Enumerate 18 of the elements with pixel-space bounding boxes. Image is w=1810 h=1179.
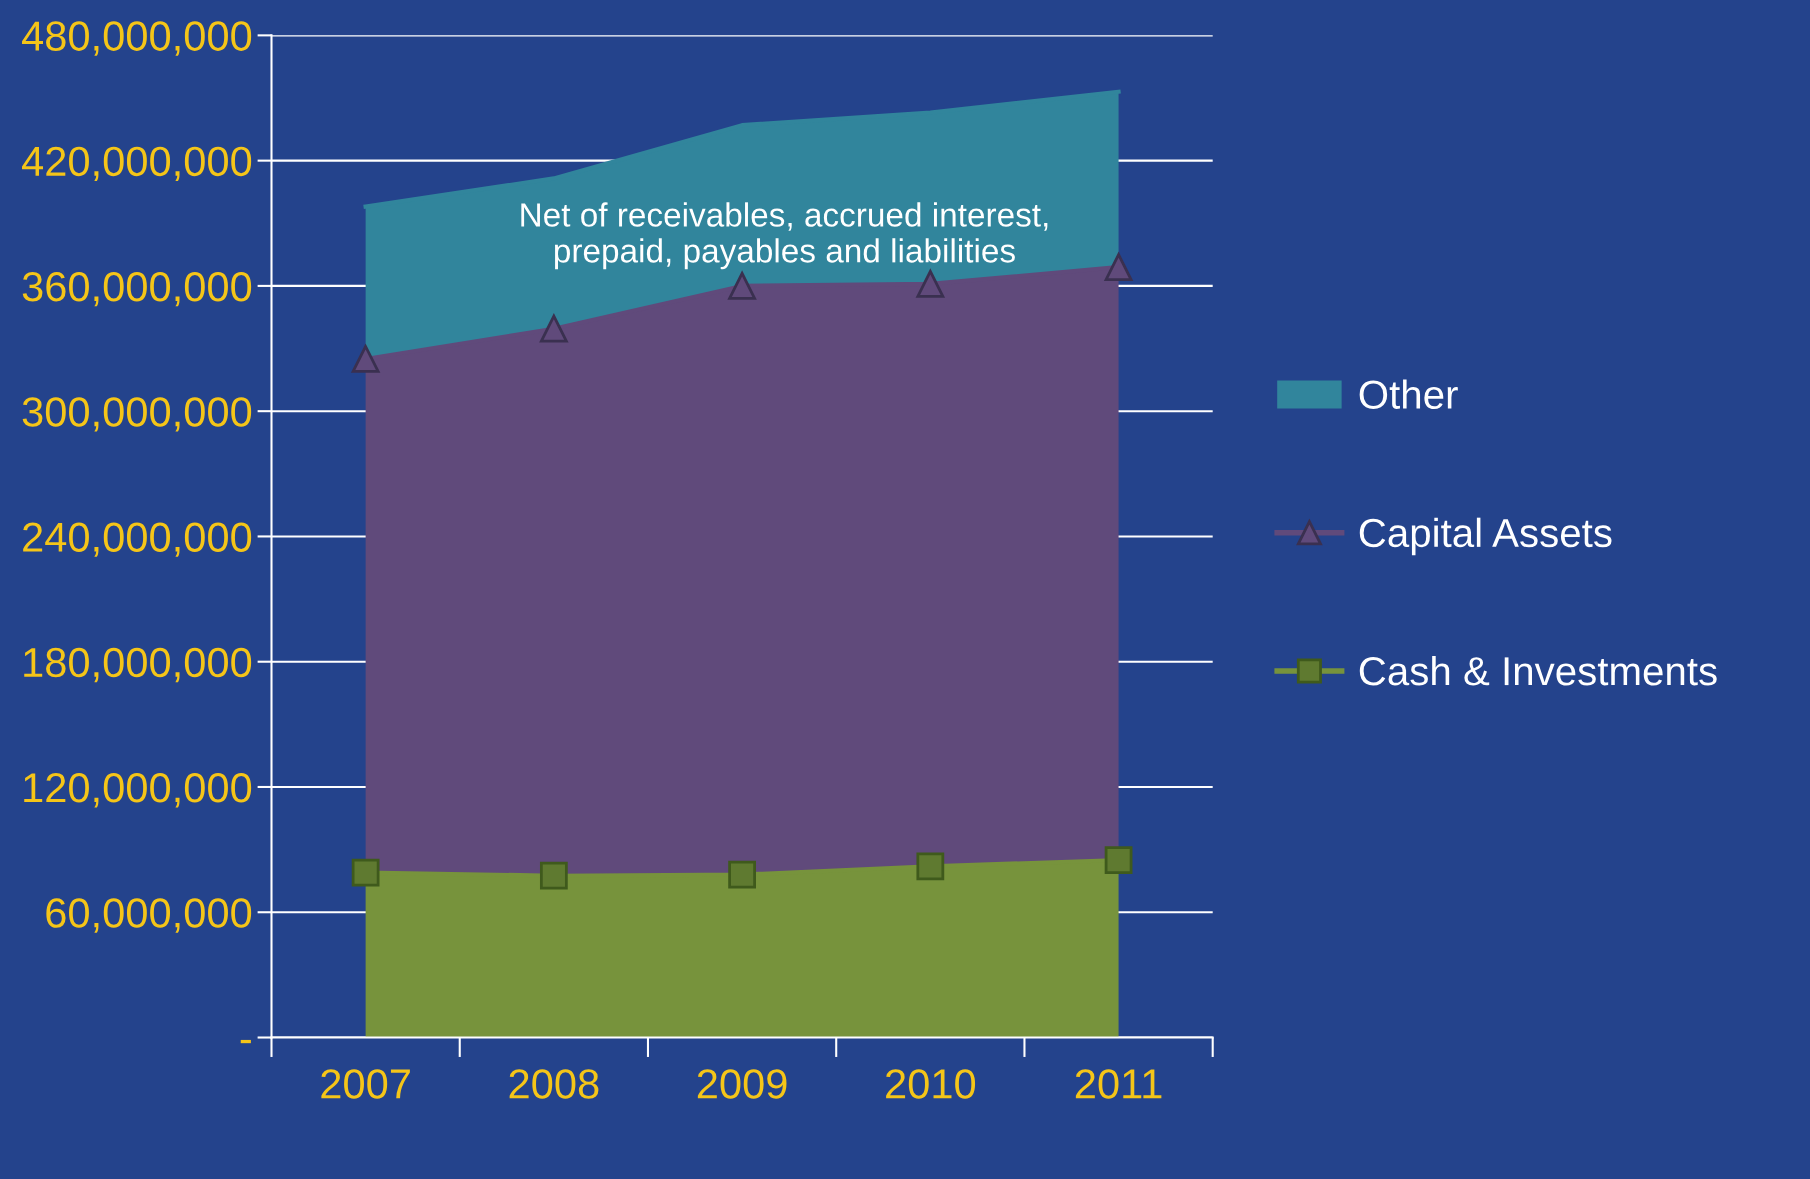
x-tick-label: 2010 [886,1069,976,1099]
y-tick-label: 420,000,000 [22,146,252,182]
y-tick-label: 60,000,000 [46,898,252,933]
y-tick-label: 240,000,000 [23,522,252,557]
y-tick-label: 180,000,000 [24,647,252,683]
x-tick-label: 2011 [1075,1069,1162,1099]
y-tick-label: 300,000,000 [22,397,252,432]
legend-label: Capital Assets [1359,517,1612,556]
x-tick-label: 2007 [321,1069,410,1099]
y-tick-label: - [240,1039,251,1044]
y-tick-label: 360,000,000 [22,271,252,307]
y-tick-label: 480,000,000 [22,21,252,56]
legend-label: Cash & Investments [1359,655,1717,686]
x-tick-label: 2009 [697,1069,787,1099]
annotation: Net of receivables, accrued interest, prepaid, payables and liabilities [521,202,1048,270]
legend-label: Other [1359,379,1458,410]
x-tick-label: 2008 [509,1069,599,1099]
y-tick-label: 120,000,000 [24,772,252,808]
